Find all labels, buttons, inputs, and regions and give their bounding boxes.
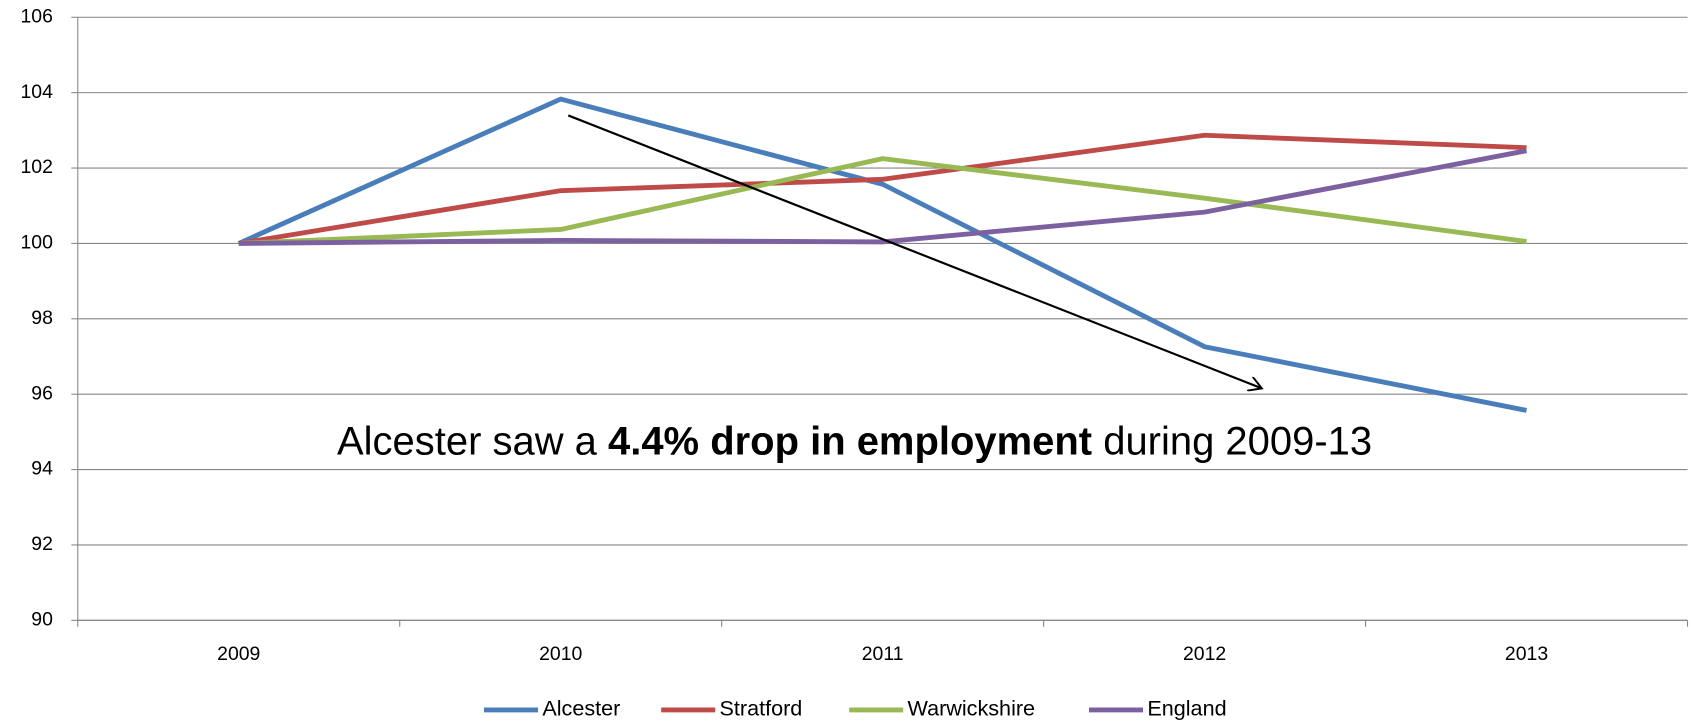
- x-tick-label: 2011: [862, 643, 904, 665]
- y-tick-label: 98: [31, 307, 53, 329]
- series-line: [238, 156, 1527, 246]
- lines: [237, 96, 1528, 413]
- annotation-arrow: [567, 114, 1262, 388]
- legend-label: Warwickshire: [908, 696, 1036, 721]
- y-tick-label: 106: [21, 5, 53, 27]
- x-tick-label: 2013: [1505, 643, 1548, 665]
- y-tick-label: 94: [31, 458, 53, 480]
- legend-label: England: [1147, 696, 1226, 721]
- annotation: Alcester saw a 4.4% drop in employment d…: [337, 419, 1372, 463]
- legend: Alcester Stratford Warwickshire England: [484, 696, 1227, 721]
- x-tick-label: 2012: [1183, 643, 1226, 665]
- annotation-text: Alcester saw a: [337, 419, 608, 463]
- y-tick-label: 100: [21, 232, 54, 254]
- x-tick-label: 2009: [217, 643, 260, 665]
- annotation-text: during 2009-13: [1092, 419, 1372, 463]
- y-tick-label: 96: [31, 382, 53, 404]
- axes: 90 92 94 96 98 100 102 104 106 2009 2010 2011 2012 20…: [21, 5, 1689, 665]
- y-tick-label: 104: [21, 81, 54, 103]
- series-line: [238, 148, 1528, 246]
- series-line: [238, 132, 1527, 246]
- legend-label: Stratford: [720, 696, 803, 721]
- y-tick-label: 92: [31, 533, 53, 555]
- x-tick-label: 2010: [539, 643, 582, 665]
- annotation-bold: 4.4% drop in employment: [608, 419, 1092, 463]
- y-tick-label: 90: [31, 608, 53, 630]
- series-line: [237, 96, 1528, 413]
- grid: [77, 16, 1688, 621]
- legend-label: Alcester: [542, 696, 620, 721]
- y-tick-label: 102: [21, 156, 53, 178]
